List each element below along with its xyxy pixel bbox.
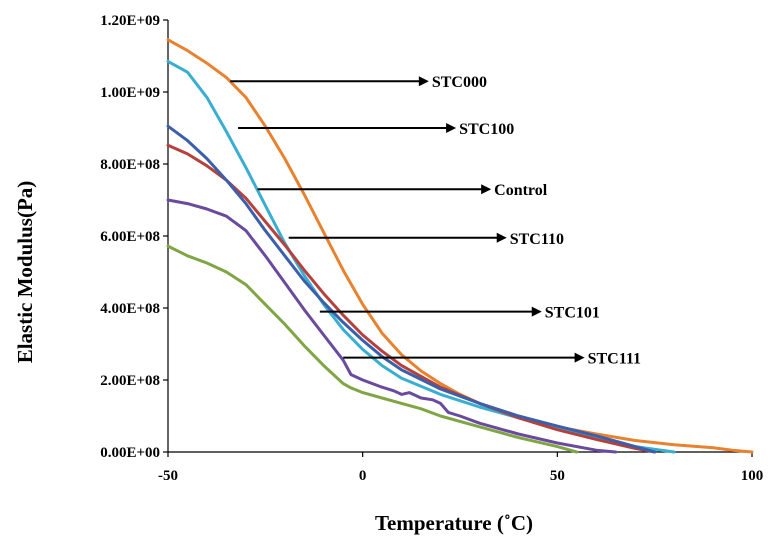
series-lines <box>166 38 754 454</box>
y-axis-title: Elastic Modulus(Pa) <box>13 181 37 364</box>
annotation-label: STC111 <box>588 351 641 368</box>
series-line-stc000 <box>166 38 754 454</box>
x-tick-label: 100 <box>741 468 764 484</box>
x-tick-label: 0 <box>359 468 367 484</box>
x-axis-title: Temperature (˚C) <box>375 511 533 535</box>
annotation-arrowhead <box>496 232 507 243</box>
y-tick-label: 0.00E+00 <box>100 445 160 461</box>
annotation-arrowhead <box>531 306 542 317</box>
series-line-stc111 <box>166 244 579 454</box>
annotations: STC000 STC100 Control STC110 STC101 STC111 <box>230 74 641 368</box>
x-tick-label: -50 <box>158 468 178 484</box>
y-tick-label: 1.00E+09 <box>100 85 160 101</box>
x-tick-label: 50 <box>550 468 565 484</box>
annotation-arrowhead <box>574 352 585 363</box>
axes: 0.00E+00 2.00E+08 4.00E+08 6.00E+08 8.00E+08… <box>100 13 763 484</box>
annotation-arrowhead <box>418 76 429 87</box>
y-tick-label: 2.00E+08 <box>100 373 160 389</box>
annotation-label: STC000 <box>432 74 487 91</box>
annotation-label: Control <box>494 182 548 199</box>
annotation-label: STC100 <box>459 121 514 138</box>
series-line-stc101 <box>166 198 618 454</box>
y-tick-label: 6.00E+08 <box>100 229 160 245</box>
annotation-arrowhead <box>446 123 457 133</box>
series-line-stc100 <box>166 59 676 454</box>
y-tick-label: 4.00E+08 <box>100 301 160 317</box>
annotation-label: STC101 <box>545 305 600 322</box>
series-line-stc110 <box>166 124 657 454</box>
y-tick-label: 1.20E+09 <box>100 13 160 29</box>
y-tick-label: 8.00E+08 <box>100 157 160 173</box>
annotation-arrowhead <box>481 184 492 195</box>
annotation-label: STC110 <box>510 231 564 248</box>
